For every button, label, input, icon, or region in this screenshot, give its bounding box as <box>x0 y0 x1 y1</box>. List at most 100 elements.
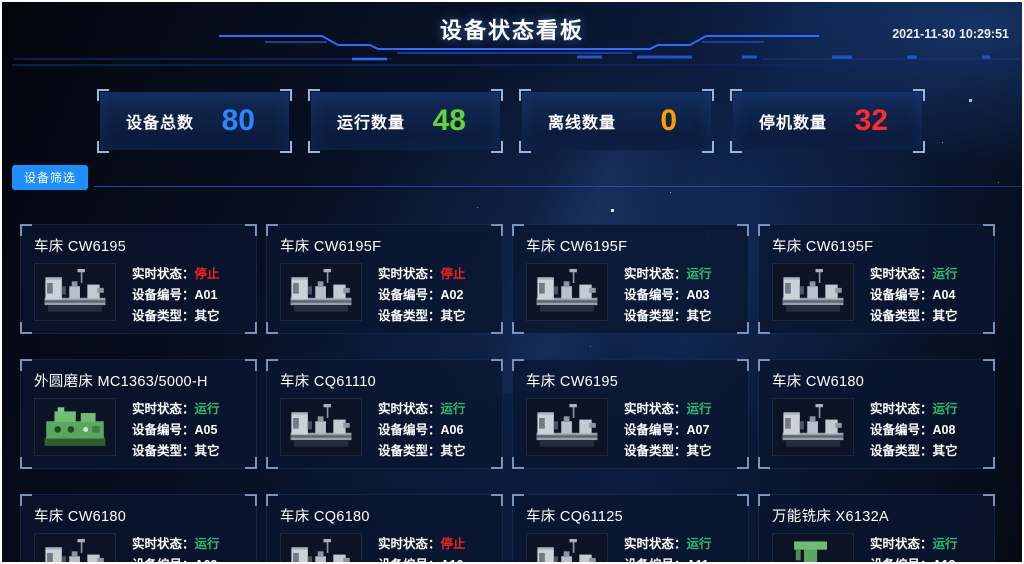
divider-line <box>94 186 1022 187</box>
code-row: 设备编号：A08 <box>870 420 958 441</box>
equipment-card[interactable]: 车床 CW6195 <box>512 359 749 469</box>
machine-image <box>526 398 608 456</box>
stat-label: 离线数量 <box>548 115 617 132</box>
type-value: 其它 <box>686 444 712 458</box>
machine-image <box>772 533 854 562</box>
stat-card-total: 设备总数 80 <box>97 89 292 153</box>
machine-image <box>280 533 362 562</box>
status-value: 运行 <box>932 402 958 416</box>
status-row: 实时状态：运行 <box>624 264 712 285</box>
type-value: 其它 <box>932 444 958 458</box>
equipment-card[interactable]: 车床 CQ6180 <box>266 494 503 562</box>
equipment-name: 车床 CW6195 <box>526 374 619 390</box>
code-value: A11 <box>687 558 709 562</box>
type-label: 设备类型： <box>870 309 933 323</box>
equipment-name: 车床 CW6195F <box>772 239 874 255</box>
equipment-card[interactable]: 车床 CW6195 <box>20 224 257 334</box>
status-row: 实时状态：停止 <box>132 264 220 285</box>
status-label: 实时状态： <box>378 267 441 281</box>
status-value: 运行 <box>686 537 712 551</box>
stat-card-offline: 离线数量 0 <box>519 89 714 153</box>
lathe-machine-icon <box>44 268 106 312</box>
equipment-card[interactable]: 车床 CW6195F <box>758 224 995 334</box>
status-row: 实时状态：运行 <box>624 534 712 555</box>
device-filter-button[interactable]: 设备筛选 <box>12 165 89 190</box>
equipment-card[interactable]: 车床 CQ61110 <box>266 359 503 469</box>
machine-image <box>34 398 116 456</box>
machine-image <box>34 263 116 321</box>
code-label: 设备编号： <box>378 423 441 437</box>
equipment-card[interactable]: 车床 CQ61125 <box>512 494 749 562</box>
status-value: 停止 <box>440 537 466 551</box>
status-value: 运行 <box>932 267 958 281</box>
code-row: 设备编号：A04 <box>870 285 958 306</box>
status-label: 实时状态： <box>132 267 195 281</box>
type-row: 设备类型：其它 <box>378 306 466 327</box>
equipment-name: 外圆磨床 MC1363/5000-H <box>34 374 208 390</box>
machine-image <box>526 533 608 562</box>
lathe-machine-icon <box>290 268 352 312</box>
lathe-machine-icon <box>782 268 844 312</box>
code-row: 设备编号：A10 <box>378 555 466 562</box>
machine-image <box>280 398 362 456</box>
code-row: 设备编号：A01 <box>132 285 220 306</box>
status-label: 实时状态： <box>378 402 441 416</box>
status-value: 运行 <box>194 537 220 551</box>
grinder-machine-icon <box>44 407 106 446</box>
lathe-machine-icon <box>782 403 844 447</box>
lathe-machine-icon <box>45 538 104 562</box>
machine-image <box>772 398 854 456</box>
code-value: A03 <box>686 288 710 302</box>
status-row: 实时状态：运行 <box>870 264 958 285</box>
stat-card-running: 运行数量 48 <box>308 89 503 153</box>
status-label: 实时状态： <box>870 402 933 416</box>
status-label: 实时状态： <box>870 537 933 551</box>
equipment-name: 车床 CQ61125 <box>526 509 624 525</box>
machine-image <box>526 263 608 321</box>
stat-label: 停机数量 <box>759 115 828 132</box>
code-label: 设备编号： <box>624 558 687 562</box>
equipment-name: 车床 CW6195 <box>34 239 127 255</box>
stats-row: 设备总数 80 运行数量 48 离线数量 0 停机数量 32 <box>97 89 925 153</box>
status-row: 实时状态：运行 <box>870 534 958 555</box>
type-label: 设备类型： <box>624 444 687 458</box>
equipment-name: 车床 CW6195F <box>280 239 382 255</box>
type-row: 设备类型：其它 <box>378 441 466 462</box>
header-circuit-decoration <box>12 35 1020 66</box>
timestamp: 2021-11-30 10:29:51 <box>892 27 1009 41</box>
status-row: 实时状态：运行 <box>378 399 466 420</box>
equipment-card[interactable]: 车床 CW6180 <box>20 494 257 562</box>
status-label: 实时状态： <box>870 267 933 281</box>
code-label: 设备编号： <box>870 288 933 302</box>
code-value: A02 <box>440 288 464 302</box>
machine-image <box>280 263 362 321</box>
equipment-card[interactable]: 车床 CW6195F <box>512 224 749 334</box>
status-value: 停止 <box>440 267 466 281</box>
code-value: A05 <box>194 423 218 437</box>
lathe-machine-icon <box>290 403 352 447</box>
code-label: 设备编号： <box>624 288 687 302</box>
type-label: 设备类型： <box>378 309 441 323</box>
lathe-machine-icon <box>536 268 598 312</box>
stat-value: 0 <box>660 104 677 137</box>
stat-label: 设备总数 <box>126 115 195 132</box>
code-label: 设备编号： <box>378 288 441 302</box>
type-value: 其它 <box>440 309 466 323</box>
equipment-name: 车床 CQ61110 <box>280 374 376 390</box>
equipment-name: 万能铣床 X6132A <box>772 509 889 525</box>
equipment-card[interactable]: 车床 CW6180 <box>758 359 995 469</box>
status-label: 实时状态： <box>132 402 195 416</box>
equipment-card[interactable]: 万能铣床 X6132A <box>758 494 995 562</box>
status-row: 实时状态：停止 <box>378 264 466 285</box>
code-row: 设备编号：A06 <box>378 420 466 441</box>
type-row: 设备类型：其它 <box>132 441 220 462</box>
lathe-machine-icon <box>537 538 596 562</box>
status-label: 实时状态： <box>378 537 441 551</box>
equipment-card[interactable]: 外圆磨床 MC1363/5000-H <box>20 359 257 469</box>
status-label: 实时状态： <box>624 537 687 551</box>
code-label: 设备编号： <box>132 288 195 302</box>
stat-label: 运行数量 <box>337 115 406 132</box>
equipment-card[interactable]: 车床 CW6195F <box>266 224 503 334</box>
type-label: 设备类型： <box>132 444 195 458</box>
